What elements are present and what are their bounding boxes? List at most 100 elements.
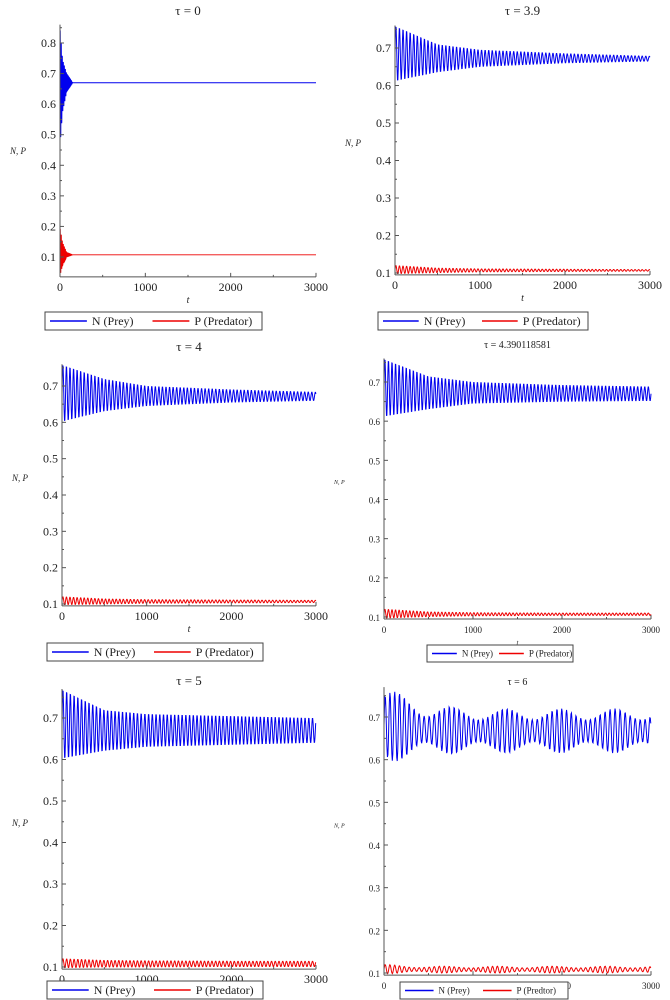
y-tick-label: 0.1 <box>43 960 58 974</box>
y-tick-label: 0.6 <box>43 415 58 429</box>
legend-label: P (Predator) <box>529 649 572 659</box>
y-axis-label: N, P <box>11 818 29 828</box>
series-line-prey <box>59 30 316 138</box>
chart-title: τ = 5 <box>176 673 202 688</box>
x-tick-label: 0 <box>57 280 63 294</box>
legend-label: N (Prey) <box>94 983 136 997</box>
y-tick-label: 0.7 <box>43 379 58 393</box>
series-line-predator <box>383 963 652 975</box>
x-tick-label: 3000 <box>304 609 328 623</box>
y-tick-label: 0.3 <box>369 884 381 894</box>
y-tick-label: 0.5 <box>369 456 381 466</box>
x-axis-label: t <box>517 639 520 647</box>
y-tick-label: 0.5 <box>43 794 58 808</box>
series-line-predator <box>61 958 317 969</box>
x-axis-label: t <box>188 624 191 635</box>
y-tick-label: 0.1 <box>376 266 391 280</box>
y-tick-label: 0.2 <box>376 229 391 243</box>
series-line-prey <box>383 359 652 416</box>
x-tick-label: 1000 <box>464 625 483 635</box>
y-tick-label: 0.7 <box>43 711 58 725</box>
x-tick-label: 0 <box>59 609 65 623</box>
x-tick-label: 1000 <box>468 278 492 292</box>
y-tick-label: 0.4 <box>369 496 381 506</box>
chart-title: τ = 4.390118581 <box>484 340 551 351</box>
chart-title: τ = 3.9 <box>505 3 540 18</box>
x-tick-label: 2000 <box>219 280 243 294</box>
y-tick-label: 0.7 <box>369 713 381 723</box>
y-tick-label: 0.3 <box>376 191 391 205</box>
y-tick-label: 0.6 <box>43 753 58 767</box>
y-axis-label: N, P <box>333 480 345 486</box>
series-line-predator <box>394 265 651 275</box>
legend: N (Prey) P (Predator) <box>46 980 264 1000</box>
y-tick-label: 0.3 <box>43 877 58 891</box>
y-tick-label: 0.7 <box>369 378 381 388</box>
y-tick-label: 0.3 <box>369 535 381 545</box>
x-tick-label: 1000 <box>133 280 157 294</box>
legend: N (Prey) P (Predator) <box>46 642 264 662</box>
legend-label: N (Prey) <box>424 314 466 328</box>
y-tick-label: 0.4 <box>43 836 58 850</box>
legend-label: N (Prey) <box>439 986 470 996</box>
y-tick-label: 0.5 <box>43 452 58 466</box>
legend-label: N (Prey) <box>462 649 493 659</box>
series-line-prey <box>61 690 317 758</box>
y-tick-label: 0.7 <box>41 67 56 81</box>
subplot-1: τ = 3.9 0 1000 2000 3000 0.1 0.2 0.3 0.4 0.5 0.6 0.… <box>344 3 662 331</box>
subplot-0: τ = 0 0 1000 2000 3000 0.1 0.2 0.3 0.4 0.5 0.6 0.7 0… <box>9 3 328 331</box>
y-tick-label: 0.5 <box>369 798 381 808</box>
y-tick-label: 0.4 <box>41 158 56 172</box>
series-line-prey <box>61 365 317 421</box>
y-tick-label: 0.2 <box>369 926 380 936</box>
series-line-predator <box>59 228 316 273</box>
legend-label: P (Predator) <box>523 314 581 328</box>
x-tick-label: 0 <box>392 278 398 292</box>
y-tick-label: 0.7 <box>376 41 391 55</box>
y-tick-label: 0.3 <box>43 524 58 538</box>
y-axis-label: N, P <box>11 473 29 483</box>
subplot-4: τ = 501000200030000.10.20.30.40.50.60.7t… <box>11 673 328 1000</box>
x-tick-label: 2000 <box>553 278 577 292</box>
legend: N (Prey) P (Predator) <box>377 311 589 331</box>
y-tick-label: 0.2 <box>41 219 56 233</box>
subplot-3: τ = 4.390118581 0 1000 2000 3000 0.1 0.2 0.3 0.4… <box>333 340 661 663</box>
legend-label: P (Predator) <box>196 983 254 997</box>
y-tick-label: 0.1 <box>43 597 58 611</box>
x-tick-label: 3000 <box>638 278 662 292</box>
legend: N (Prey) P (Predtor) <box>399 981 569 1000</box>
legend: N (Prey) P (Predator) <box>44 311 263 331</box>
x-axis-label: t <box>187 295 190 306</box>
y-axis-label: N, P <box>344 138 362 148</box>
y-tick-label: 0.3 <box>41 189 56 203</box>
series-line-predator <box>383 608 652 619</box>
y-tick-label: 0.1 <box>41 250 56 264</box>
y-axis-label: N, P <box>333 824 345 830</box>
x-axis-label: t <box>521 293 524 304</box>
y-tick-label: 0.5 <box>376 116 391 130</box>
chart-title: τ = 4 <box>176 339 202 354</box>
y-tick-label: 0.2 <box>43 561 58 575</box>
series-line-prey <box>383 691 652 762</box>
legend-label: P (Predator) <box>194 314 252 328</box>
legend-label: N (Prey) <box>92 314 134 328</box>
x-tick-label: 3000 <box>642 625 661 635</box>
legend-label: P (Predtor) <box>517 986 556 996</box>
chart-title: τ = 0 <box>175 3 201 18</box>
y-tick-label: 0.2 <box>43 919 58 933</box>
x-tick-label: 0 <box>382 625 387 635</box>
x-tick-label: 2000 <box>219 609 243 623</box>
subplot-5: τ = 601000200030000.10.20.30.40.50.60.7t… <box>333 677 661 1000</box>
y-tick-label: 0.4 <box>369 841 381 851</box>
legend-label: N (Prey) <box>94 645 136 659</box>
series-line-prey <box>394 26 651 81</box>
x-tick-label: 3000 <box>304 280 328 294</box>
x-tick-label: 3000 <box>642 981 661 991</box>
y-tick-label: 0.4 <box>376 154 391 168</box>
x-tick-label: 0 <box>59 972 65 986</box>
legend: N (Prey) P (Predator) <box>426 644 574 663</box>
series-line-predator <box>61 596 317 605</box>
y-tick-label: 0.6 <box>41 97 56 111</box>
y-tick-label: 0.6 <box>369 417 381 427</box>
